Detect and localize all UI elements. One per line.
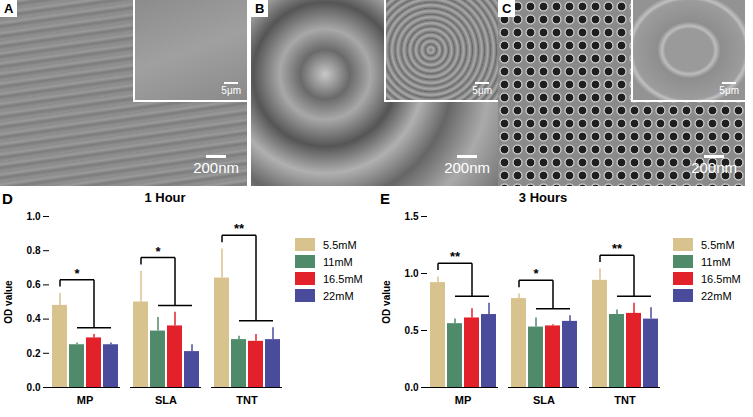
html-text:3 Hours: 3 Hours <box>518 190 568 205</box>
svg-text:OD value: OD value <box>381 280 392 324</box>
html-text:11mM: 11mM <box>701 255 731 268</box>
html-text:B: B <box>255 1 265 16</box>
svg-text:0.2: 0.2 <box>27 348 41 359</box>
svg-text:0.6: 0.6 <box>27 279 41 290</box>
svg-text:1.5: 1.5 <box>405 211 419 222</box>
html-text:5μm: 5μm <box>221 85 241 96</box>
html-text:22mM: 22mM <box>701 289 732 302</box>
html-text:1 Hour: 1 Hour <box>144 190 186 205</box>
html-text:11mM: 11mM <box>323 255 353 268</box>
html-text:22mM: 22mM <box>323 289 354 302</box>
svg-text:1.0: 1.0 <box>405 268 419 279</box>
html-text:5.5mM: 5.5mM <box>701 238 735 251</box>
html-text:5μm: 5μm <box>719 85 739 96</box>
svg-text:*: * <box>74 266 80 281</box>
svg-text:**: ** <box>234 221 245 236</box>
html-text:200nm: 200nm <box>193 159 239 176</box>
svg-text:MP: MP <box>77 394 94 406</box>
html-text:200nm: 200nm <box>444 159 490 176</box>
html-text:200nm: 200nm <box>691 159 737 176</box>
svg-text:1.0: 1.0 <box>27 211 41 222</box>
html-text:E: E <box>380 190 390 207</box>
svg-text:*: * <box>533 266 539 281</box>
svg-text:OD value: OD value <box>3 280 14 324</box>
html-text:A: A <box>4 1 14 16</box>
svg-text:0.5: 0.5 <box>405 325 419 336</box>
svg-text:0.0: 0.0 <box>27 382 41 393</box>
html-text:5μm: 5μm <box>472 85 492 96</box>
html-text:16.5mM: 16.5mM <box>701 272 741 285</box>
svg-text:TNT: TNT <box>614 394 636 406</box>
svg-text:**: ** <box>450 249 461 264</box>
svg-text:0.0: 0.0 <box>405 382 419 393</box>
html-text:C: C <box>502 1 512 16</box>
svg-text:TNT: TNT <box>236 394 258 406</box>
html-text:5.5mM: 5.5mM <box>323 238 357 251</box>
svg-text:**: ** <box>612 241 623 256</box>
svg-text:MP: MP <box>455 394 472 406</box>
svg-text:0.4: 0.4 <box>27 313 41 324</box>
svg-text:SLA: SLA <box>533 394 555 406</box>
svg-text:*: * <box>155 244 161 259</box>
svg-text:0.8: 0.8 <box>27 245 41 256</box>
svg-text:SLA: SLA <box>155 394 177 406</box>
html-text:16.5mM: 16.5mM <box>323 272 363 285</box>
html-text:D: D <box>2 190 13 207</box>
